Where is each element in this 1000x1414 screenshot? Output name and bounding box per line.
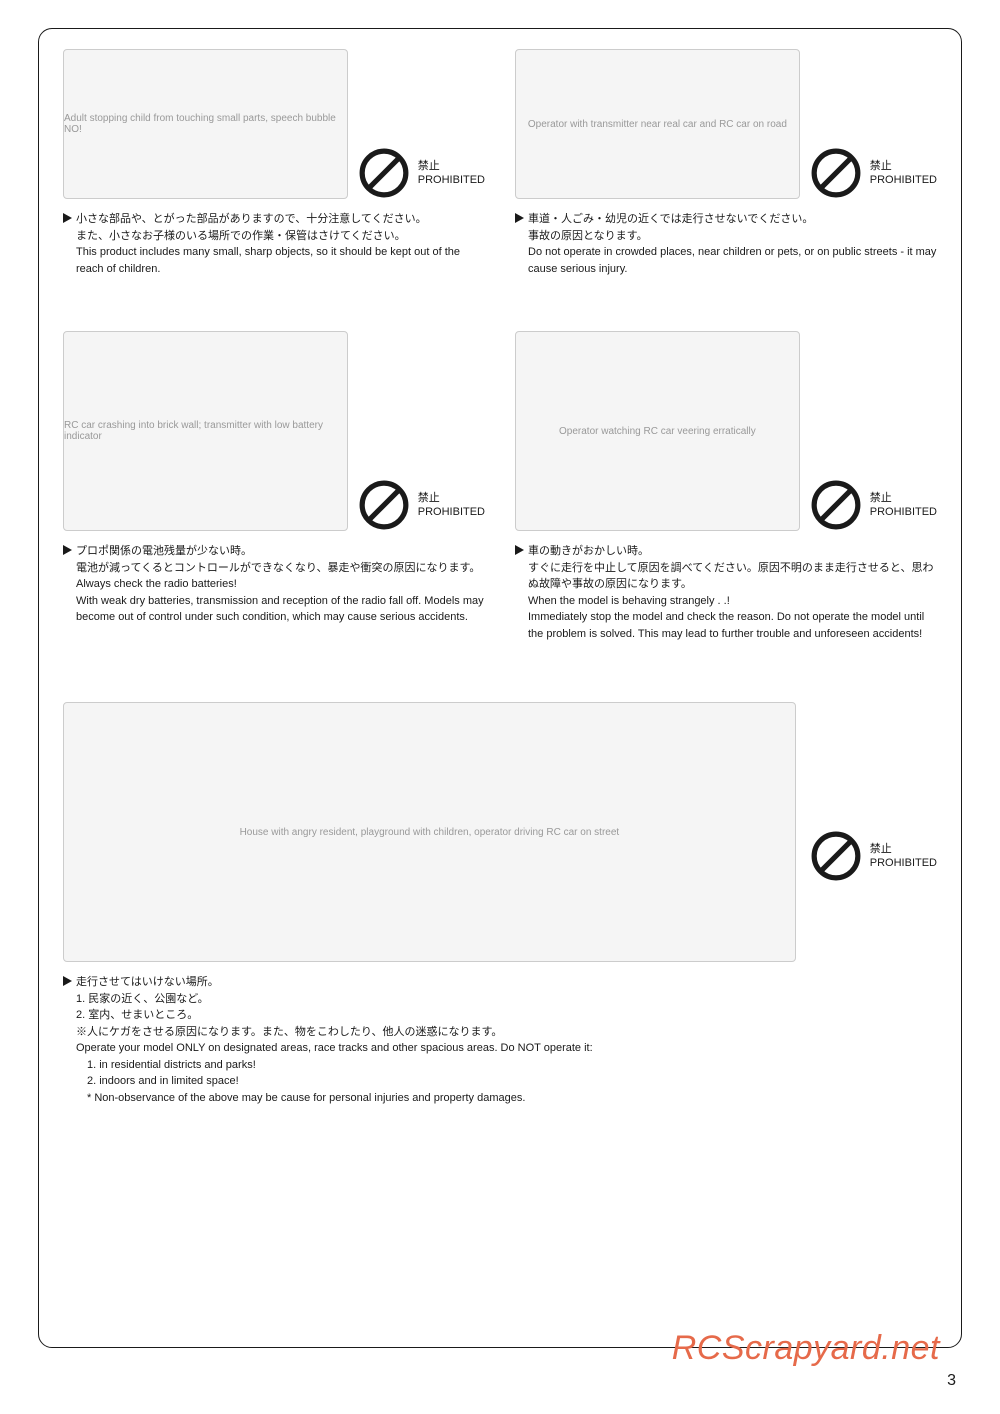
illustration-placeholder: Operator watching RC car veering erratic… [515, 331, 800, 531]
bullet-arrow-icon [63, 976, 72, 986]
warning-caption: 走行させてはいけない場所。 1. 民家の近く、公園など。 2. 室内、せまいとこ… [63, 974, 937, 1106]
illustration-placeholder: RC car crashing into brick wall; transmi… [63, 331, 348, 531]
caption-list-en-1: 1. in residential districts and parks! [87, 1057, 937, 1074]
prohibited-icon [810, 479, 862, 531]
warning-caption: 車の動きがおかしい時。 すぐに走行を中止して原因を調べてください。原因不明のまま… [515, 543, 937, 642]
page-frame: Adult stopping child from touching small… [38, 28, 962, 1348]
prohibited-en: PROHIBITED [870, 173, 937, 187]
bullet-arrow-icon [63, 545, 72, 555]
wide-warning-section: House with angry resident, playground wi… [63, 702, 937, 1106]
prohibited-icon [810, 830, 862, 882]
page-number: 3 [947, 1372, 956, 1390]
caption-body-jp: すぐに走行を中止して原因を調べてください。原因不明のまま走行させると、思わぬ故障… [528, 560, 937, 593]
illustration-placeholder: Adult stopping child from touching small… [63, 49, 348, 199]
bullet-arrow-icon [515, 213, 524, 223]
caption-body-jp: 事故の原因となります。 [528, 228, 937, 245]
illustration-row: Operator with transmitter near real car … [515, 49, 937, 199]
prohibited-label: 禁止 PROHIBITED [870, 159, 937, 188]
caption-body-en-lead: Operate your model ONLY on designated ar… [76, 1040, 937, 1057]
prohibited-en: PROHIBITED [418, 505, 485, 519]
caption-list-jp-2: 2. 室内、せまいところ。 [76, 1007, 937, 1024]
illustration-placeholder: House with angry resident, playground wi… [63, 702, 796, 962]
caption-lead-jp: 車の動きがおかしい時。 [528, 545, 649, 557]
warning-cell: Adult stopping child from touching small… [63, 49, 485, 277]
caption-body-jp: また、小さなお子様のいる場所での作業・保管はさけてください。 [76, 228, 485, 245]
caption-body-en: When the model is behaving strangely . .… [528, 593, 937, 643]
prohibited-label: 禁止 PROHIBITED [418, 491, 485, 520]
prohibited-label: 禁止 PROHIBITED [418, 159, 485, 188]
illustration-row: House with angry resident, playground wi… [63, 702, 937, 962]
illustration-row: Operator watching RC car veering erratic… [515, 331, 937, 531]
watermark-text: RCScrapyard.net [672, 1329, 940, 1368]
caption-list-jp-1: 1. 民家の近く、公園など。 [76, 991, 937, 1008]
prohibited-jp: 禁止 [870, 842, 937, 856]
illustration-placeholder: Operator with transmitter near real car … [515, 49, 800, 199]
prohibited-jp: 禁止 [418, 491, 485, 505]
prohibited-block: 禁止 PROHIBITED [810, 147, 937, 199]
prohibited-icon [358, 479, 410, 531]
prohibited-en: PROHIBITED [870, 856, 937, 870]
prohibited-block: 禁止 PROHIBITED [810, 479, 937, 531]
bullet-arrow-icon [515, 545, 524, 555]
prohibited-label: 禁止 PROHIBITED [870, 842, 937, 871]
caption-lead-jp: 走行させてはいけない場所。 [76, 976, 219, 988]
caption-lead-jp: プロポ関係の電池残量が少ない時。 [76, 545, 252, 557]
illustration-row: RC car crashing into brick wall; transmi… [63, 331, 485, 531]
warning-caption: 車道・人ごみ・幼児の近くでは走行させないでください。 事故の原因となります。 D… [515, 211, 937, 277]
warning-cell: RC car crashing into brick wall; transmi… [63, 331, 485, 642]
warning-caption: 小さな部品や、とがった部品がありますので、十分注意してください。 また、小さなお… [63, 211, 485, 277]
caption-note-en: * Non-observance of the above may be cau… [87, 1090, 937, 1107]
caption-note-jp: ※人にケガをさせる原因になります。また、物をこわしたり、他人の迷惑になります。 [76, 1024, 937, 1041]
prohibited-icon [358, 147, 410, 199]
warning-caption: プロポ関係の電池残量が少ない時。 電池が減ってくるとコントロールができなくなり、… [63, 543, 485, 626]
caption-lead-jp: 小さな部品や、とがった部品がありますので、十分注意してください。 [76, 213, 427, 225]
caption-lead-jp: 車道・人ごみ・幼児の近くでは走行させないでください。 [528, 213, 813, 225]
caption-body-en: This product includes many small, sharp … [76, 244, 485, 277]
prohibited-block: 禁止 PROHIBITED [810, 830, 937, 882]
warning-cell: Operator watching RC car veering erratic… [515, 331, 937, 642]
bullet-arrow-icon [63, 213, 72, 223]
prohibited-en: PROHIBITED [870, 505, 937, 519]
caption-body-en: Always check the radio batteries! With w… [76, 576, 485, 626]
prohibited-jp: 禁止 [870, 159, 937, 173]
prohibited-label: 禁止 PROHIBITED [870, 491, 937, 520]
prohibited-en: PROHIBITED [418, 173, 485, 187]
caption-body-jp: 電池が減ってくるとコントロールができなくなり、暴走や衝突の原因になります。 [76, 560, 485, 577]
warning-cell: Operator with transmitter near real car … [515, 49, 937, 277]
caption-body-en: Do not operate in crowded places, near c… [528, 244, 937, 277]
prohibited-block: 禁止 PROHIBITED [358, 479, 485, 531]
illustration-row: Adult stopping child from touching small… [63, 49, 485, 199]
prohibited-jp: 禁止 [870, 491, 937, 505]
prohibited-jp: 禁止 [418, 159, 485, 173]
caption-list-en-2: 2. indoors and in limited space! [87, 1073, 937, 1090]
warnings-grid: Adult stopping child from touching small… [63, 49, 937, 642]
prohibited-block: 禁止 PROHIBITED [358, 147, 485, 199]
prohibited-icon [810, 147, 862, 199]
